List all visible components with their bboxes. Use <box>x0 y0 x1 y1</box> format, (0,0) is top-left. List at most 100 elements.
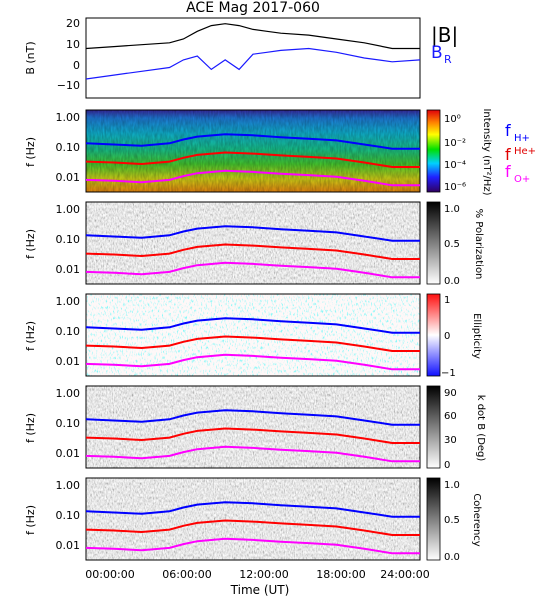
panel-frame <box>85 477 421 561</box>
y-axis-label: f (Hz) <box>24 137 37 167</box>
y-ticks: 20 10 0 −10 <box>57 17 80 92</box>
panel-frame <box>85 293 421 377</box>
f-h-line <box>85 225 420 242</box>
spectrogram <box>86 386 420 468</box>
legend-f-o-base: f <box>505 162 511 181</box>
y-tick-label: 0.01 <box>56 447 81 460</box>
colorbar-ticks: 10⁰ 10⁻² 10⁻⁴ 10⁻⁶ <box>444 114 466 193</box>
y-tick-label: 0.01 <box>56 539 81 552</box>
y-tick-label: 1.00 <box>56 111 81 124</box>
y-ticks: 1.00 0.10 0.01 <box>56 203 81 276</box>
x-tick-label: 06:00:00 <box>162 568 211 581</box>
colorbar-tick-label: 0.0 <box>444 276 460 287</box>
spectrogram <box>86 294 420 376</box>
colorbar-label: % Polarization <box>473 209 484 280</box>
panel-k-dot-b: 1.00 0.10 0.01 f (Hz) 90 60 30 0 k dot B… <box>24 385 486 471</box>
gyrofrequency-lines <box>85 409 420 463</box>
y-tick-label: 1.00 <box>56 203 81 216</box>
legend-f-o: f O+ <box>505 162 530 185</box>
y-axis-label: B (nT) <box>24 41 37 74</box>
series-line-total-field <box>85 23 420 50</box>
panel-frame <box>85 109 421 193</box>
colorbar-tick-label: 0 <box>444 331 450 342</box>
y-ticks: 1.00 0.10 0.01 <box>56 111 81 184</box>
y-axis-label: f (Hz) <box>24 505 37 535</box>
legend-f-h-sub: H+ <box>514 133 530 144</box>
colorbar-tick-label: 1.0 <box>444 480 460 491</box>
spectrogram-texture <box>86 110 420 192</box>
gyrofrequency-lines <box>85 501 420 555</box>
x-axis-label: Time (UT) <box>230 583 290 597</box>
freq-legend: f H+ f He+ f O+ <box>505 121 536 185</box>
f-h-line <box>85 409 420 426</box>
y-axis-label: f (Hz) <box>24 321 37 351</box>
legend-f-he-base: f <box>505 145 511 164</box>
b-field-lines <box>85 23 421 80</box>
colorbar-tick-label: −1 <box>441 368 456 379</box>
legend-f-h-base: f <box>505 121 511 140</box>
gyrofrequency-lines <box>85 225 420 279</box>
y-tick-label: −10 <box>57 79 80 92</box>
colorbar-tick-label: 0.0 <box>444 552 460 563</box>
y-ticks: 1.00 0.10 0.01 <box>56 387 81 460</box>
y-tick-label: 10 <box>66 38 80 51</box>
spectrogram <box>86 202 420 284</box>
x-axis: 00:00:00 06:00:00 12:00:00 18:00:00 24:0… <box>85 568 429 597</box>
legend-f-he: f He+ <box>505 145 536 164</box>
f-o-line <box>85 445 420 463</box>
colorbar-tick-label: 0.5 <box>444 515 460 526</box>
y-ticks: 1.00 0.10 0.01 <box>56 295 81 368</box>
y-tick-label: 0.01 <box>56 263 81 276</box>
f-he-line <box>85 519 420 536</box>
y-tick-label: 1.00 <box>56 479 81 492</box>
y-tick-label: 0.01 <box>56 355 81 368</box>
colorbar-tick-label: 10⁻⁴ <box>444 160 466 171</box>
legend-total-field: |B| <box>431 23 458 47</box>
y-tick-label: 20 <box>66 17 80 30</box>
legend-radial-field-sub: R <box>444 53 452 66</box>
y-tick-label: 0 <box>73 59 80 72</box>
panel-coherency: 1.00 0.10 0.01 f (Hz) 1.0 0.5 0.0 Cohere… <box>24 477 482 563</box>
colorbar-tick-label: 90 <box>444 388 457 399</box>
y-tick-label: 0.10 <box>56 509 81 522</box>
panel-magnetic-field: 20 10 0 −10 B (nT) |B| B R <box>24 17 458 99</box>
x-tick-label: 24:00:00 <box>380 568 429 581</box>
colorbar-tick-label: 10⁻² <box>444 138 466 149</box>
colorbar <box>426 109 441 193</box>
y-ticks: 1.00 0.10 0.01 <box>56 479 81 552</box>
colorbar-tick-label: 0 <box>444 460 450 471</box>
x-tick-label: 18:00:00 <box>316 568 365 581</box>
f-h-line <box>85 501 420 518</box>
legend-f-he-sup: He+ <box>514 146 536 157</box>
figure-title: ACE Mag 2017-060 <box>186 0 320 16</box>
colorbar-label: k dot B (Deg) <box>475 395 486 462</box>
y-axis-label: f (Hz) <box>24 229 37 259</box>
legend-radial-field-base: B <box>431 43 443 63</box>
colorbar-ticks: 1 0 −1 <box>441 295 456 379</box>
f-o-line <box>85 261 420 279</box>
y-axis-label: f (Hz) <box>24 413 37 443</box>
f-he-line <box>85 427 420 444</box>
colorbar-label: Coherency <box>471 493 482 546</box>
panel-polarization: 1.00 0.10 0.01 f (Hz) 1.0 0.5 0.0 % Pola… <box>24 201 484 287</box>
legend-total-field-label: |B| <box>431 23 458 47</box>
y-tick-label: 1.00 <box>56 387 81 400</box>
colorbar-tick-label: 30 <box>444 435 457 446</box>
legend-f-h: f H+ <box>505 121 530 144</box>
colorbar-ticks: 1.0 0.5 0.0 <box>444 480 460 563</box>
colorbar-ticks: 1.0 0.5 0.0 <box>444 204 460 287</box>
colorbar-ticks: 90 60 30 0 <box>444 388 457 471</box>
gyrofrequency-lines <box>85 133 420 187</box>
colorbar <box>426 293 441 377</box>
gyrofrequency-lines <box>85 317 420 371</box>
f-o-line <box>85 537 420 555</box>
f-he-line <box>85 335 420 352</box>
colorbar-label: Intensity (nT²/Hz) <box>481 108 492 195</box>
y-tick-label: 0.10 <box>56 141 81 154</box>
colorbar <box>426 201 441 285</box>
y-tick-label: 0.10 <box>56 325 81 338</box>
y-tick-label: 0.10 <box>56 233 81 246</box>
spectrogram <box>86 478 420 560</box>
f-o-line <box>85 169 420 187</box>
